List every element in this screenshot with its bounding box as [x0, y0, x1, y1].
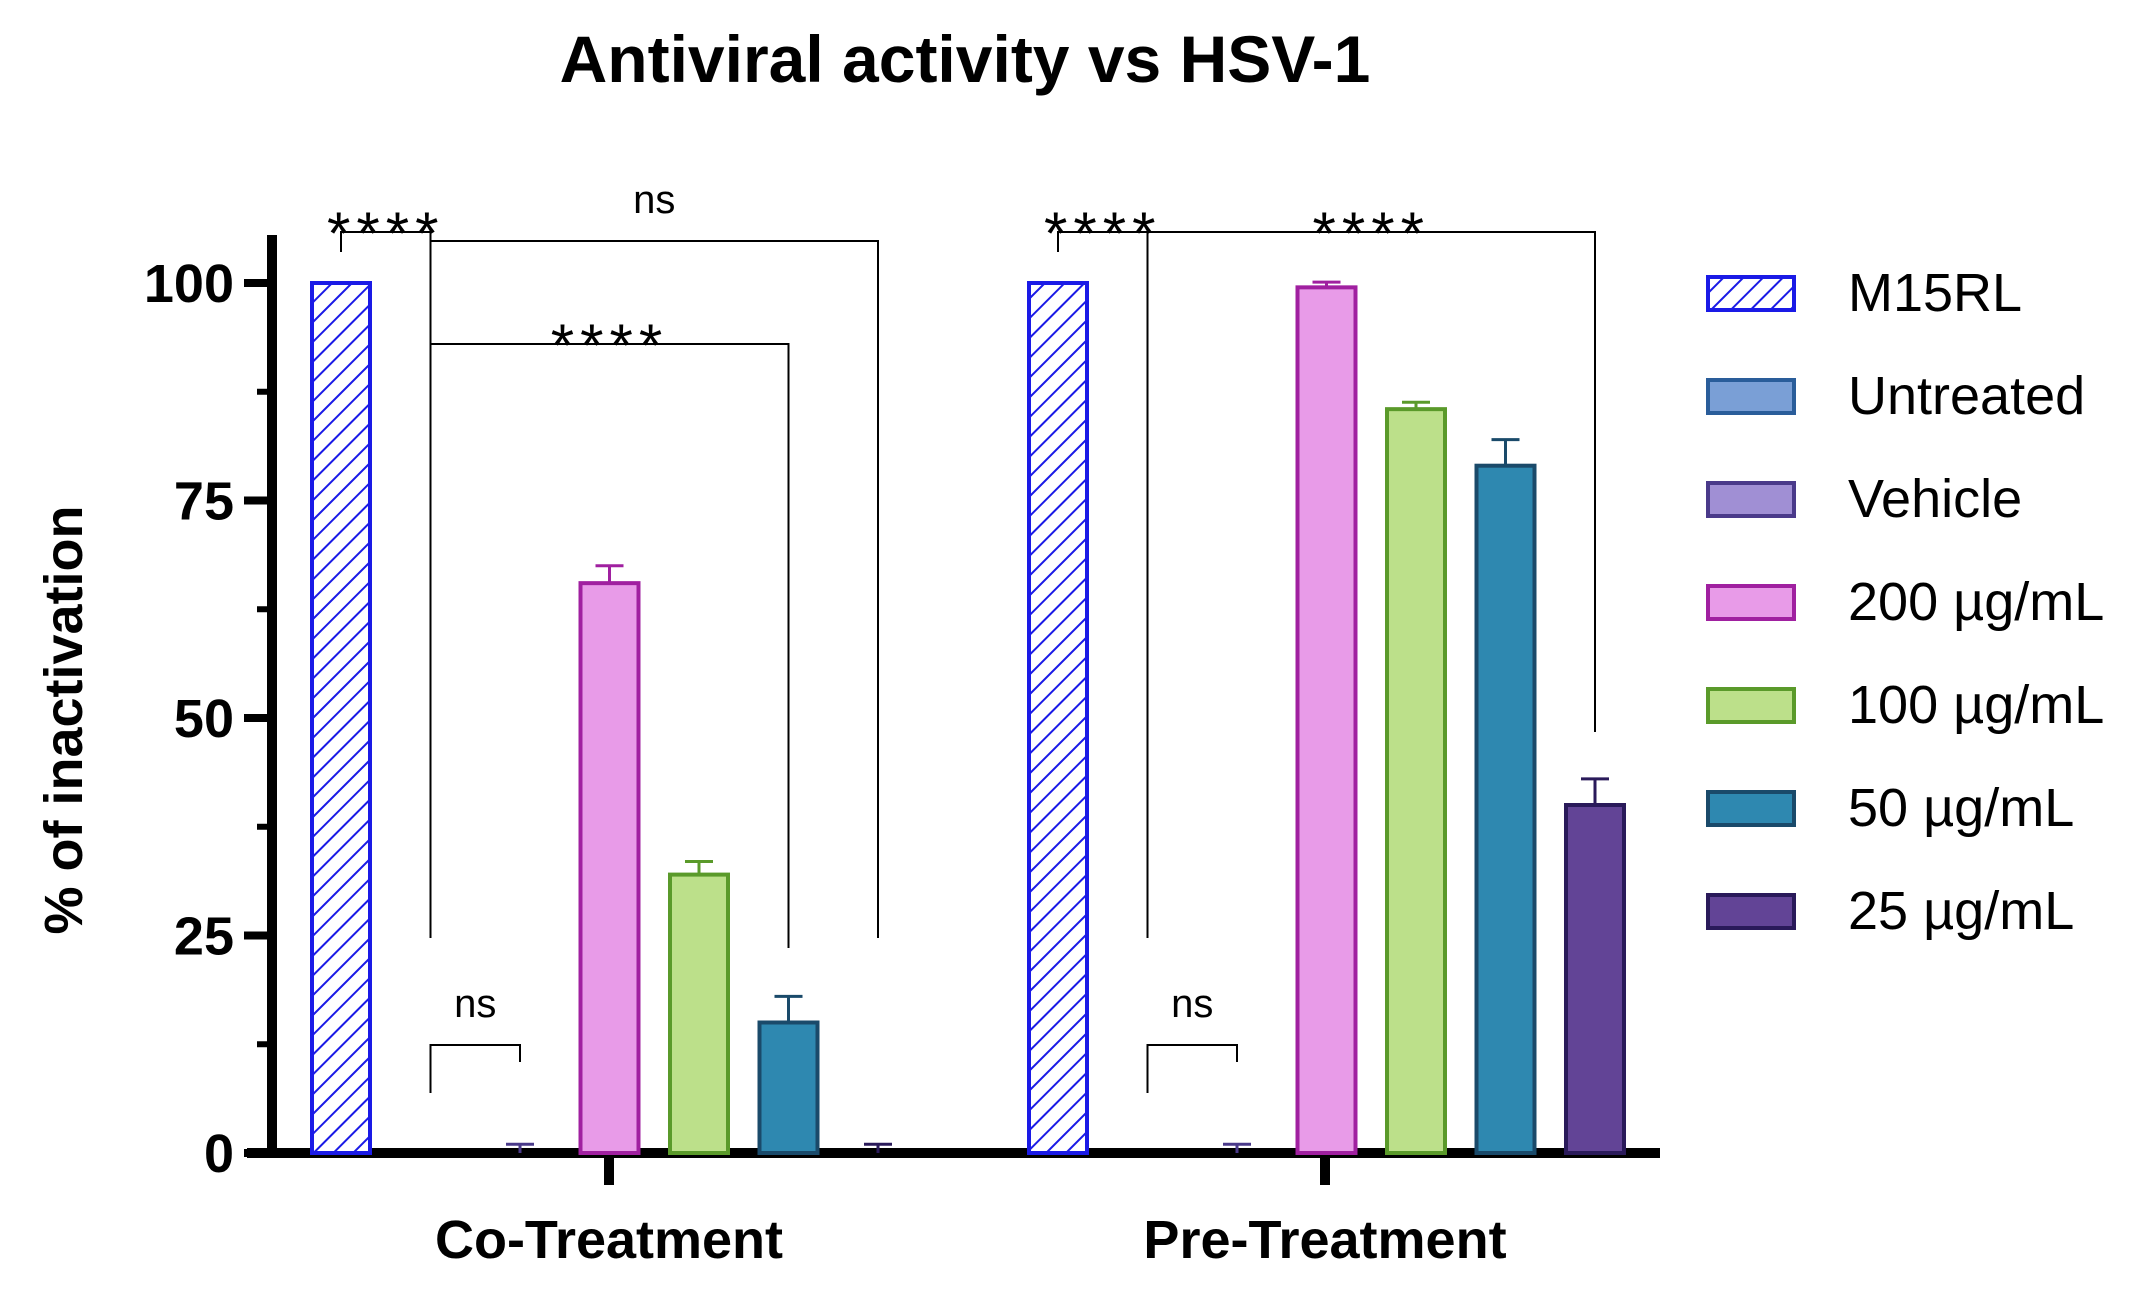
significance-bracket [1057, 231, 1149, 938]
legend-label: M15RL [1848, 263, 2022, 323]
bar [578, 581, 641, 1155]
significance-label: ns [454, 982, 496, 1026]
significance-bracket [1146, 231, 1596, 732]
legend-swatch [1706, 275, 1796, 312]
bar [1564, 803, 1626, 1155]
significance-bracket [429, 342, 790, 948]
legend: M15RL Untreated Vehicle 200 µg/mL 100 µg/mL 5… [1706, 263, 2104, 941]
y-tick-label: 50 [174, 689, 234, 749]
significance-label: ns [633, 178, 675, 222]
legend-label: 50 µg/mL [1848, 778, 2074, 838]
legend-swatch [1706, 584, 1796, 621]
legend-label: Untreated [1848, 366, 2085, 426]
bar [668, 872, 730, 1155]
significance-bracket [1146, 1044, 1238, 1093]
y-axis-label: % of inactivation [34, 505, 94, 934]
legend-swatch [1706, 481, 1796, 518]
significance-bracket [429, 240, 879, 938]
significance-label: **** [1044, 200, 1161, 267]
significance-label: **** [1313, 200, 1430, 267]
x-category-label: Pre-Treatment [1143, 1210, 1506, 1270]
legend-label: Vehicle [1848, 469, 2022, 529]
significance-label: **** [551, 312, 668, 379]
bar [1385, 407, 1447, 1155]
legend-swatch [1706, 790, 1796, 827]
significance-label: **** [327, 200, 444, 267]
y-tick-label: 75 [174, 472, 234, 532]
x-category-label: Co-Treatment [435, 1210, 783, 1270]
bar [310, 281, 372, 1155]
chart-title: Antiviral activity vs HSV-1 [560, 22, 1371, 96]
significance-bracket [429, 1044, 521, 1093]
y-tick-label: 0 [204, 1124, 234, 1184]
bar [1295, 285, 1358, 1156]
significance-label: ns [1171, 982, 1213, 1026]
legend-label: 200 µg/mL [1848, 572, 2104, 632]
legend-swatch [1706, 893, 1796, 930]
legend-swatch [1706, 378, 1796, 415]
bar [1474, 463, 1537, 1155]
legend-label: 25 µg/mL [1848, 881, 2074, 941]
bar [757, 1020, 820, 1155]
significance-bracket [340, 231, 432, 938]
y-tick-label: 25 [174, 907, 234, 967]
legend-swatch [1706, 687, 1796, 724]
legend-label: 100 µg/mL [1848, 675, 2104, 735]
plot-area: 0 25 50 75 100 % of inactivation Co-Treatment P… [34, 178, 1660, 1270]
bar [1027, 281, 1089, 1155]
y-tick-label: 100 [144, 254, 234, 314]
